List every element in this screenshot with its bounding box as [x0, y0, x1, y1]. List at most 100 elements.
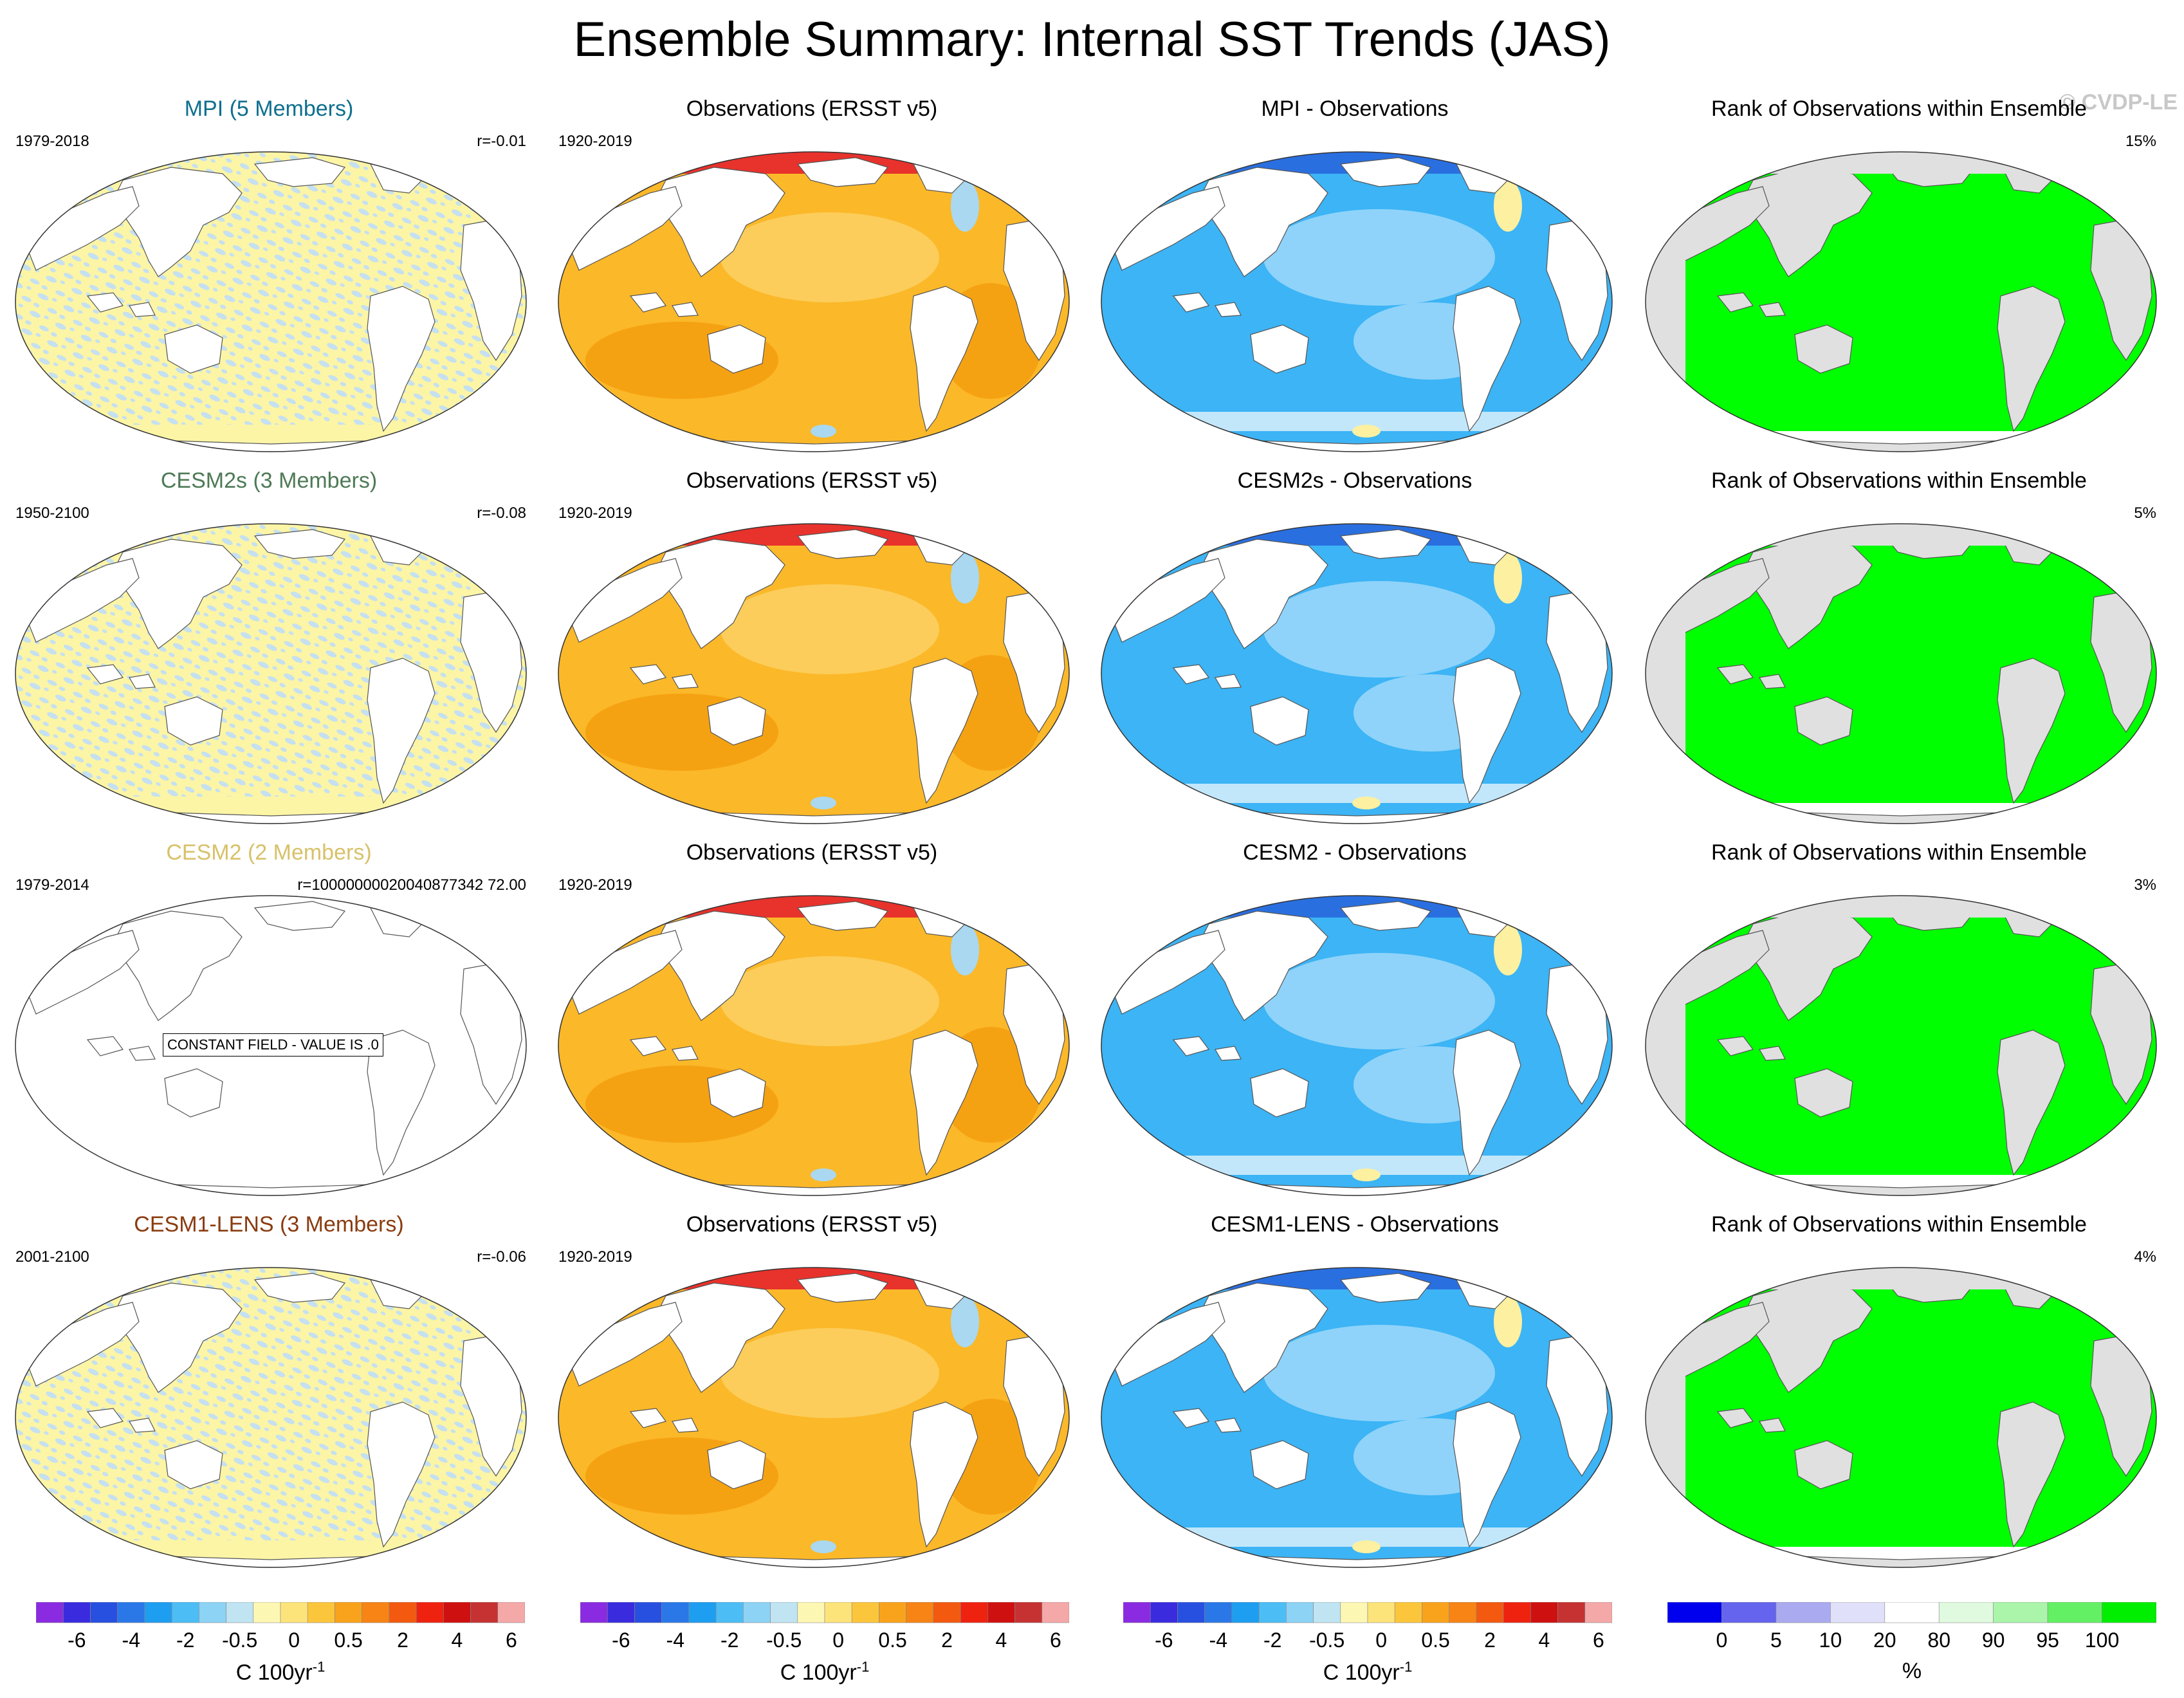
colorbar-tick-label: 95 — [2036, 1629, 2059, 1652]
panel-years: 1920-2019 — [558, 504, 632, 522]
colorbar-tick-label: -6 — [68, 1629, 86, 1652]
copyright-label: © CVDP-LE — [2059, 90, 2178, 115]
colorbar-swatch — [253, 1602, 281, 1623]
colorbar-swatch — [933, 1602, 961, 1623]
colorbar-tick-label: 6 — [1593, 1629, 1604, 1652]
colorbar-swatch — [879, 1602, 906, 1623]
globe-map — [558, 1267, 1070, 1568]
colorbar-swatch — [987, 1602, 1015, 1623]
colorbar-swatch — [171, 1602, 199, 1623]
colorbar-tick-label: 100 — [2085, 1629, 2119, 1652]
colorbar-tick-label: -6 — [612, 1629, 630, 1652]
colorbar-tick-label: 4 — [1539, 1629, 1550, 1652]
pattern-correlation: r=-0.01 — [477, 133, 526, 150]
colorbar-swatch — [580, 1602, 608, 1623]
colorbar-swatch — [661, 1602, 690, 1623]
colorbar-swatch — [1123, 1602, 1151, 1623]
panel-title: Rank of Observations within Ensemble — [1711, 97, 2087, 121]
colorbar-swatches: -6 -4 -2 -0.5 0 0.5 2 4 6 — [1123, 1602, 1612, 1652]
map-panel-obs: Observations (ERSST v5) 1920-2019 — [548, 1212, 1076, 1573]
colorbar-units: C 100yr-1 — [1323, 1659, 1413, 1685]
colorbar-swatch — [1367, 1602, 1395, 1623]
map-panel-rank: Rank of Observations within Ensemble 5% — [1635, 468, 2163, 829]
colorbar-tick-label: 0.5 — [334, 1629, 362, 1652]
rank-percent: 4% — [2134, 1248, 2156, 1266]
colorbar-swatches: 0 5 10 20 80 90 95 100 — [1667, 1602, 2156, 1652]
colorbar-tick-label: -2 — [720, 1629, 739, 1652]
panel-years: 1920-2019 — [558, 1248, 632, 1266]
colorbar-swatch — [362, 1602, 390, 1623]
colorbar-swatch — [1014, 1602, 1043, 1623]
colorbar-tick-label: 10 — [1819, 1629, 1842, 1652]
panel-title: MPI - Observations — [1261, 97, 1449, 121]
colorbar-tick-label: 0 — [1716, 1629, 1728, 1652]
colorbar-swatch — [1667, 1602, 1722, 1623]
colorbar-tick-label: 2 — [941, 1629, 953, 1652]
colorbar-swatch — [389, 1602, 417, 1623]
panel-title: CESM2s (3 Members) — [160, 468, 378, 493]
colorbar-swatch — [1449, 1602, 1477, 1623]
map-panel-obs: Observations (ERSST v5) 1920-2019 — [548, 840, 1076, 1201]
panel-years: 1979-2018 — [15, 133, 89, 150]
colorbar-tick-label: -0.5 — [222, 1629, 257, 1652]
map-panel-diff: CESM2s - Observations — [1091, 468, 1619, 829]
colorbar-model: -6 -4 -2 -0.5 0 0.5 2 4 6 C 100yr-1 — [36, 1602, 525, 1692]
colorbar-swatch — [62, 1602, 91, 1623]
rank-percent: 15% — [2125, 133, 2156, 150]
panel-title: MPI (5 Members) — [184, 97, 354, 121]
panel-years: 1950-2100 — [15, 504, 89, 522]
colorbar-swatch — [1503, 1602, 1531, 1623]
panel-years: 1920-2019 — [558, 876, 632, 894]
map-panel-obs: Observations (ERSST v5) 1920-2019 — [548, 97, 1076, 457]
colorbar-swatch — [1313, 1602, 1341, 1623]
colorbar-swatch — [824, 1602, 852, 1623]
panel-title: Rank of Observations within Ensemble — [1711, 840, 2087, 865]
colorbar-tick-label: 90 — [1982, 1629, 2005, 1652]
panel-title: CESM1-LENS - Observations — [1211, 1212, 1499, 1237]
colorbar-swatch — [1884, 1602, 1940, 1623]
colorbar-tick-label: -2 — [176, 1629, 194, 1652]
colorbar-swatch — [1557, 1602, 1586, 1623]
colorbar-swatch — [1476, 1602, 1504, 1623]
globe-map — [1645, 523, 2157, 824]
colorbar-units: % — [1902, 1659, 1922, 1683]
rank-percent: 3% — [2134, 876, 2156, 894]
colorbar-swatch — [1938, 1602, 1994, 1623]
map-panel-diff: MPI - Observations — [1091, 97, 1619, 457]
colorbar-tick-label: 5 — [1770, 1629, 1782, 1652]
map-panel-model: MPI (5 Members) 1979-2018 r=-0.01 — [5, 97, 533, 457]
panel-title: Observations (ERSST v5) — [686, 1212, 938, 1237]
colorbar-tick-label: 6 — [506, 1629, 517, 1652]
panel-years: 1920-2019 — [558, 133, 632, 150]
colorbar-obs: -6 -4 -2 -0.5 0 0.5 2 4 6 C 100yr-1 — [580, 1602, 1069, 1692]
colorbar-swatch — [36, 1602, 64, 1623]
colorbar-swatch — [226, 1602, 254, 1623]
colorbar-swatch — [416, 1602, 444, 1623]
globe-map — [1645, 895, 2157, 1196]
colorbar-swatch — [906, 1602, 934, 1623]
rank-percent: 5% — [2134, 504, 2156, 522]
colorbar-swatch — [335, 1602, 362, 1623]
colorbar-tick-label: 80 — [1927, 1629, 1950, 1652]
colorbar-swatch — [770, 1602, 798, 1623]
globe-map — [1101, 1267, 1613, 1568]
panel-years: 1979-2014 — [15, 876, 89, 894]
colorbar-swatch — [715, 1602, 744, 1623]
colorbar-tick-label: -4 — [1209, 1629, 1227, 1652]
colorbar-swatch — [307, 1602, 335, 1623]
colorbar-tick-label: -0.5 — [766, 1629, 802, 1652]
colorbar-swatch — [1530, 1602, 1558, 1623]
colorbar-tick-label: -4 — [666, 1629, 684, 1652]
colorbar-swatch — [280, 1602, 308, 1623]
globe-map — [1101, 151, 1613, 452]
map-panel-rank: Rank of Observations within Ensemble 3% — [1635, 840, 2163, 1201]
panel-years: 2001-2100 — [15, 1248, 89, 1266]
panel-title: Rank of Observations within Ensemble — [1711, 468, 2087, 493]
colorbar-swatch — [1721, 1602, 1777, 1623]
colorbar-tick-label: 20 — [1873, 1629, 1896, 1652]
globe-map — [1101, 523, 1613, 824]
colorbar-swatch — [1422, 1602, 1449, 1623]
colorbar-swatch — [497, 1602, 525, 1623]
colorbar-swatch — [1204, 1602, 1233, 1623]
colorbar-tick-label: 2 — [397, 1629, 408, 1652]
